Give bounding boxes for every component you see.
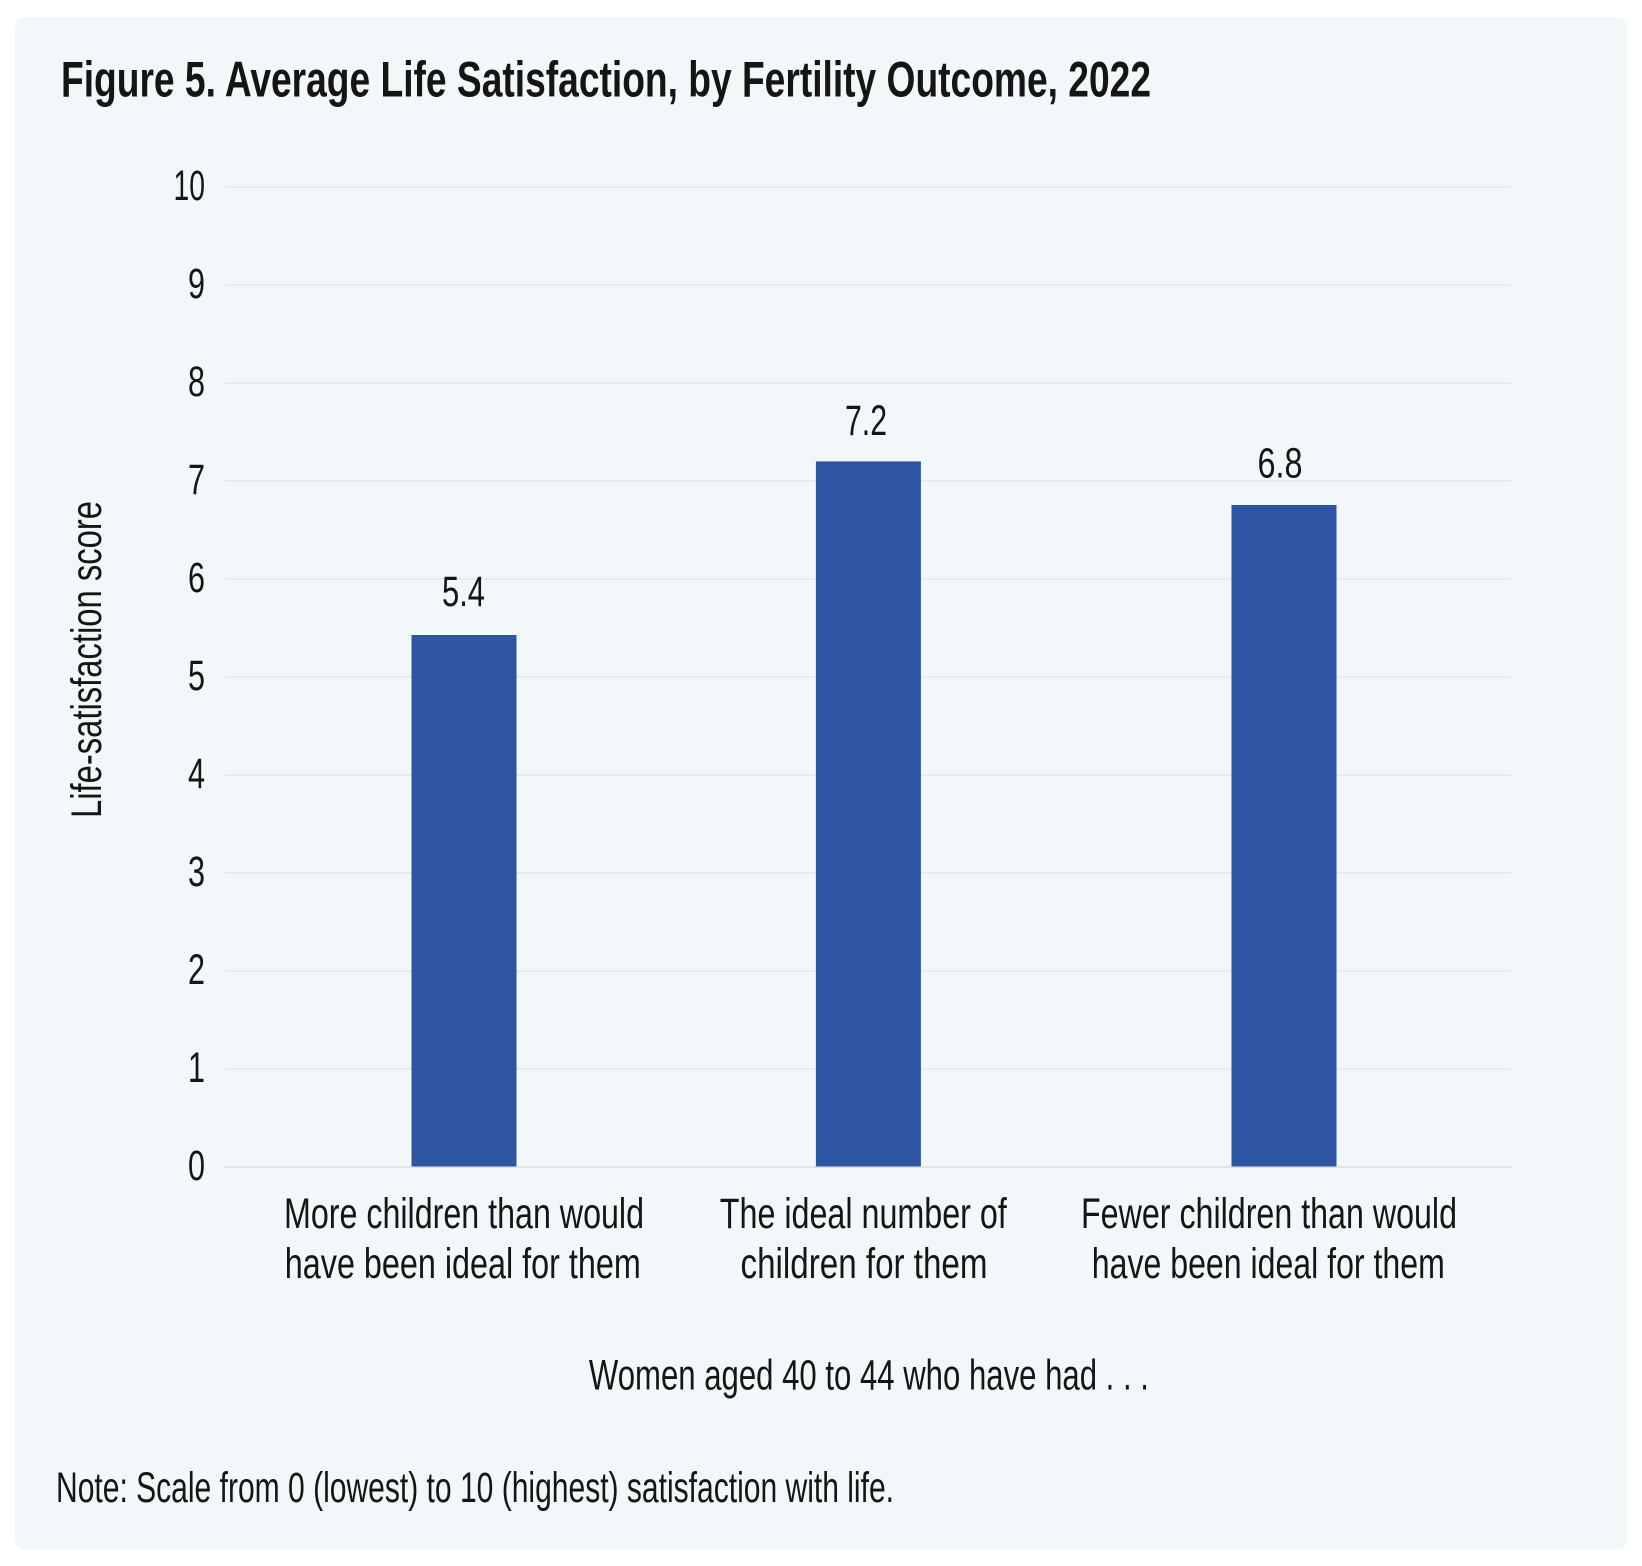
svg-text:Life-satisfaction score: Life-satisfaction score (63, 501, 111, 818)
svg-text:Note: Scale from 0 (lowest) to: Note: Scale from 0 (lowest) to 10 (highe… (56, 1464, 894, 1512)
svg-text:0: 0 (188, 1142, 205, 1190)
svg-text:have been ideal for them: have been ideal for them (285, 1240, 641, 1288)
svg-text:7: 7 (188, 456, 205, 504)
svg-text:6: 6 (188, 554, 205, 602)
svg-text:Figure 5. Average Life Satisfa: Figure 5. Average Life Satisfaction, by … (61, 52, 1151, 108)
svg-text:Women aged 40 to 44 who have h: Women aged 40 to 44 who have had . . . (589, 1351, 1149, 1399)
svg-text:8: 8 (188, 358, 205, 406)
svg-text:1: 1 (188, 1044, 205, 1092)
svg-text:4: 4 (188, 750, 205, 798)
svg-text:2: 2 (188, 946, 205, 994)
svg-text:9: 9 (188, 260, 205, 308)
svg-text:The ideal number of: The ideal number of (720, 1190, 1008, 1238)
svg-text:More children than would: More children than would (284, 1190, 644, 1238)
svg-text:5: 5 (188, 652, 205, 700)
svg-text:5.4: 5.4 (442, 568, 485, 616)
svg-text:6.8: 6.8 (1258, 440, 1303, 488)
svg-text:10: 10 (174, 162, 206, 210)
svg-text:3: 3 (188, 848, 205, 896)
svg-text:have been ideal for them: have been ideal for them (1092, 1240, 1445, 1288)
svg-text:7.2: 7.2 (845, 397, 887, 445)
svg-text:children for them: children for them (741, 1240, 988, 1288)
svg-text:Fewer children than would: Fewer children than would (1081, 1190, 1457, 1238)
